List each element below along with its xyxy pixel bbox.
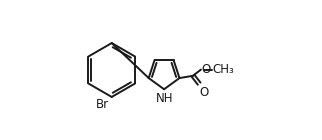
Text: NH: NH [156,92,174,105]
Text: O: O [200,86,209,99]
Text: Br: Br [96,98,109,111]
Text: O: O [201,63,211,76]
Text: CH₃: CH₃ [213,63,234,76]
